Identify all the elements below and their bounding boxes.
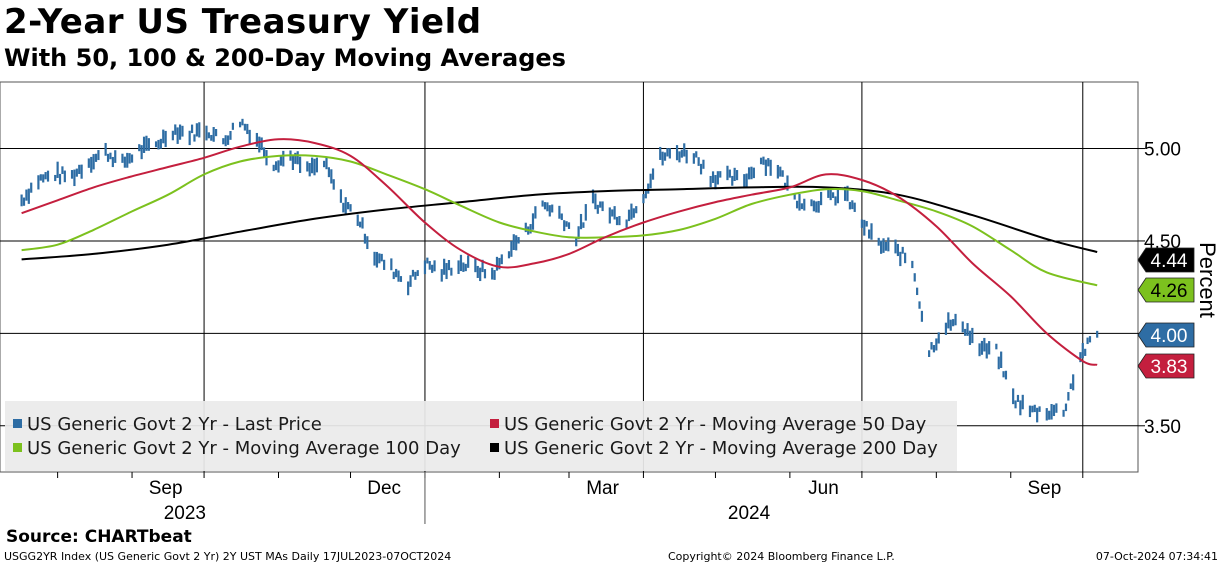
ma200-line: [21, 185, 1098, 261]
year-label-0: 2023: [164, 503, 206, 524]
legend-item-ma50: US Generic Govt 2 Yr - Moving Average 50…: [490, 414, 926, 435]
legend-item-ma100: US Generic Govt 2 Yr - Moving Average 10…: [13, 438, 461, 459]
ma200-tag-value: 4.44: [1151, 251, 1188, 272]
legend: US Generic Govt 2 Yr - Last Price US Gen…: [5, 401, 957, 471]
y-tick-label-0: 5.00: [1144, 140, 1181, 161]
year-label-1: 2024: [728, 503, 771, 524]
ma100-line: [21, 154, 1098, 287]
ma100-tag-bg: [1137, 277, 1195, 303]
y-axis-label: Percent: [1195, 242, 1220, 318]
legend-item-ma200: US Generic Govt 2 Yr - Moving Average 20…: [490, 438, 938, 459]
x-tick-label-2: Mar: [586, 478, 619, 499]
legend-swatch-ma100: [13, 443, 22, 452]
legend-swatch-ma50: [490, 419, 499, 428]
x-tick-label-1: Dec: [367, 478, 401, 499]
ma200-tag-bg: [1137, 247, 1195, 273]
source-note: Source: CHARTbeat: [6, 527, 192, 547]
legend-label-ma200: US Generic Govt 2 Yr - Moving Average 20…: [504, 438, 938, 459]
ma100-tag: 4.26: [1137, 277, 1195, 303]
y-tick-label-2: 3.50: [1144, 417, 1181, 438]
legend-swatch-ma200: [490, 443, 499, 452]
ma200-tag: 4.44: [1137, 247, 1195, 273]
footer-copyright: Copyright© 2024 Bloomberg Finance L.P.: [668, 550, 895, 563]
x-tick-label-0: Sep: [149, 478, 183, 499]
price-bars: [20, 118, 1099, 423]
last-price-tag: 4.00: [1137, 322, 1195, 348]
last-price-tag-value: 4.00: [1151, 326, 1188, 347]
x-tick-label-3: Jun: [808, 478, 839, 499]
chart-title: 2-Year US Treasury Yield: [4, 2, 482, 42]
ma50-tag-bg: [1137, 353, 1195, 379]
legend-label-ma50: US Generic Govt 2 Yr - Moving Average 50…: [504, 414, 927, 435]
x-tick-label-4: Sep: [1027, 478, 1061, 499]
ma100-tag-value: 4.26: [1151, 281, 1188, 302]
last-price-tag-bg: [1137, 322, 1195, 348]
footer-info: USGG2YR Index (US Generic Govt 2 Yr) 2Y …: [4, 550, 452, 563]
ma50-tag: 3.83: [1137, 353, 1195, 379]
ma50-line: [21, 138, 1098, 366]
chart-subtitle: With 50, 100 & 200-Day Moving Averages: [4, 44, 566, 72]
legend-item-last-price: US Generic Govt 2 Yr - Last Price: [13, 414, 322, 435]
legend-label-ma100: US Generic Govt 2 Yr - Moving Average 10…: [27, 438, 461, 459]
footer-timestamp: 07-Oct-2024 07:34:41: [1095, 550, 1218, 563]
ma50-tag-value: 3.83: [1151, 357, 1188, 378]
legend-label-last-price: US Generic Govt 2 Yr - Last Price: [27, 414, 322, 435]
legend-swatch-last-price: [13, 419, 22, 428]
